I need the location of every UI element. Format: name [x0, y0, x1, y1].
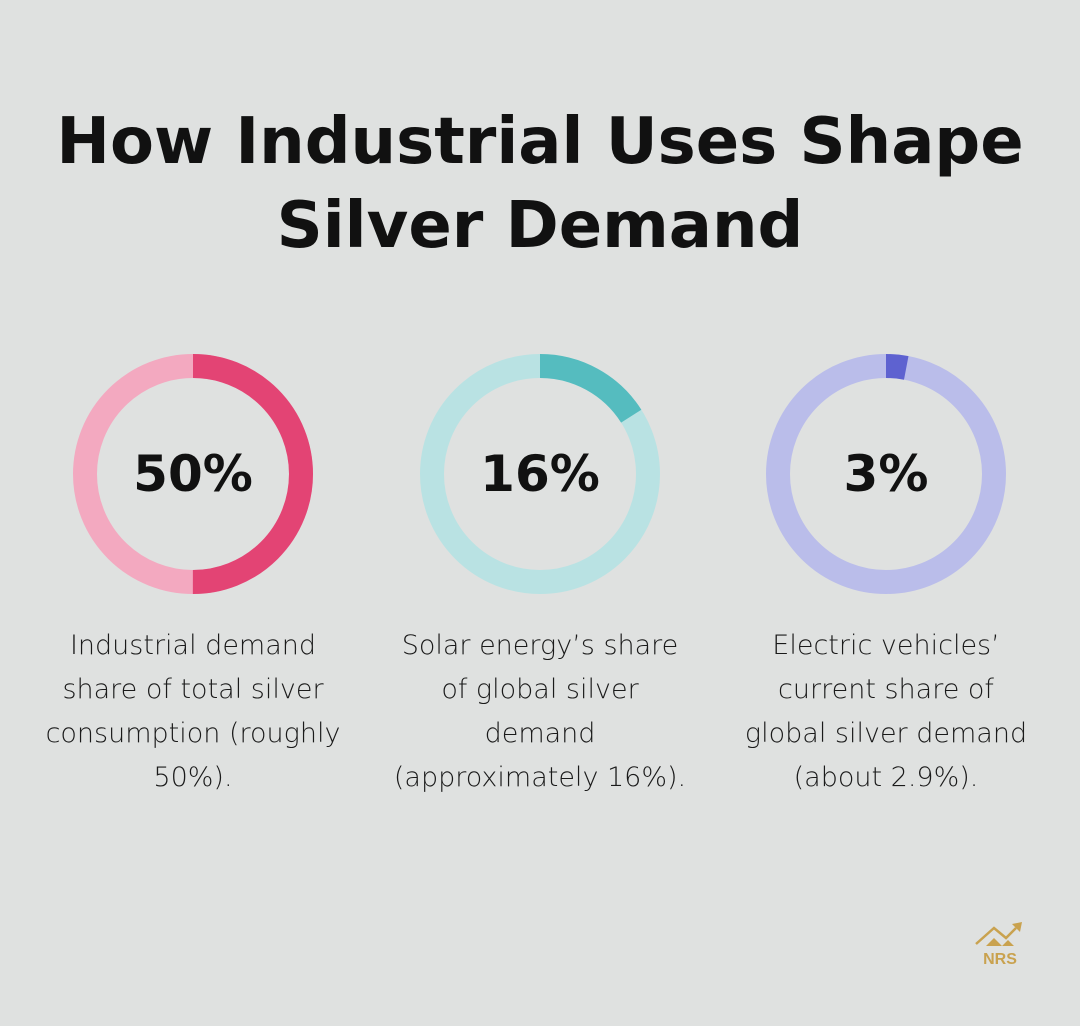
donut-value-arc — [73, 354, 313, 594]
description: Solar energy’s share of global silver de… — [393, 630, 687, 793]
donut-card-industrial: 50% Industrial demand share of total sil… — [43, 350, 343, 800]
svg-text:NRS: NRS — [983, 951, 1017, 968]
description: Electric vehicles’ current share of glob… — [744, 630, 1028, 793]
nrs-logo: NRS — [975, 922, 1022, 968]
percent-label: 3% — [843, 445, 929, 503]
donut-value-arc — [420, 354, 660, 594]
page-title: How Industrial Uses Shape Silver Demand — [56, 105, 1024, 263]
donut-card-solar: 16% Solar energy’s share of global silve… — [390, 350, 690, 800]
description: Industrial demand share of total silver … — [45, 630, 341, 793]
percent-label: 16% — [480, 445, 600, 503]
donut-card-ev: 3% Electric vehicles’ current share of g… — [736, 350, 1036, 800]
donut-chart — [73, 354, 313, 594]
donut-value-arc — [766, 354, 1006, 594]
donut-chart — [766, 354, 1006, 594]
percent-label: 50% — [133, 445, 253, 503]
donut-chart — [420, 354, 660, 594]
